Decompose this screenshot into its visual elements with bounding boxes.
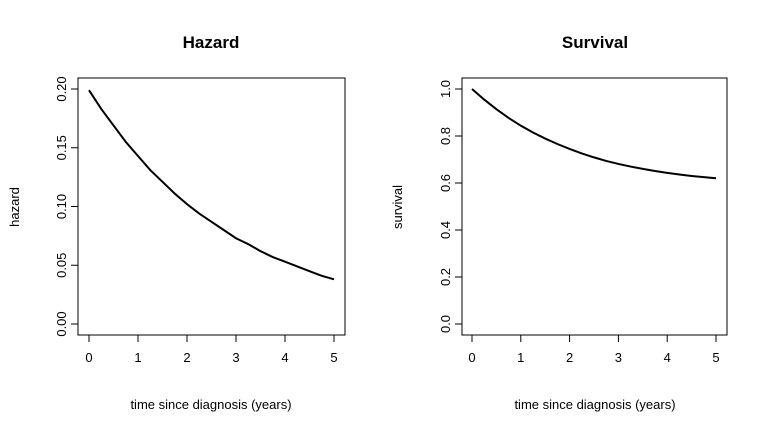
survival-x-tick-label: 3 <box>615 350 622 365</box>
hazard-x-tick-label: 5 <box>330 350 337 365</box>
survival-y-label: survival <box>390 185 405 229</box>
hazard-y-tick-label: 0.00 <box>54 311 69 336</box>
survival-x-tick-label: 4 <box>664 350 671 365</box>
survival-y-axis: 0.0 0.2 0.4 0.6 0.8 1.0 <box>438 80 463 333</box>
hazard-x-label: time since diagnosis (years) <box>130 397 291 412</box>
survival-curve <box>471 88 717 180</box>
hazard-title: Hazard <box>183 33 240 52</box>
survival-plot-frame <box>461 77 728 336</box>
hazard-y-tick-label: 0.10 <box>54 194 69 219</box>
survival-title: Survival <box>562 33 628 52</box>
survival-y-tick-label: 0.8 <box>438 127 453 145</box>
survival-y-tick-label: 0.4 <box>438 221 453 239</box>
hazard-y-tick-label: 0.20 <box>54 76 69 101</box>
survival-x-label: time since diagnosis (years) <box>514 397 675 412</box>
survival-y-tick-label: 1.0 <box>438 80 453 98</box>
survival-y-tick-label: 0.2 <box>438 268 453 286</box>
survival-y-tick-label: 0.0 <box>438 315 453 333</box>
hazard-y-tick-label: 0.15 <box>54 135 69 160</box>
hazard-y-axis: 0.00 0.05 0.10 0.15 0.20 <box>54 76 79 337</box>
hazard-y-tick-label: 0.05 <box>54 253 69 278</box>
survival-x-axis: 0 1 2 3 4 5 <box>468 334 720 365</box>
hazard-x-tick-label: 0 <box>85 350 92 365</box>
survival-y-tick-label: 0.6 <box>438 174 453 192</box>
hazard-x-axis: 0 1 2 3 4 5 <box>85 334 338 365</box>
survival-panel: Survival 0 1 2 3 4 5 0.0 0.2 0.4 0.6 0.8 1.0 time … <box>390 33 728 412</box>
hazard-plot-frame <box>77 77 346 336</box>
survival-x-tick-label: 1 <box>517 350 524 365</box>
hazard-x-tick-label: 4 <box>281 350 288 365</box>
hazard-x-tick-label: 3 <box>232 350 239 365</box>
survival-x-tick-label: 5 <box>712 350 719 365</box>
hazard-curve <box>88 89 335 281</box>
hazard-y-label: hazard <box>7 187 22 227</box>
survival-x-tick-label: 0 <box>468 350 475 365</box>
hazard-x-tick-label: 1 <box>134 350 141 365</box>
hazard-panel: Hazard 0 1 2 3 4 5 0.00 0.05 0.10 0.15 0.20 time … <box>7 33 346 412</box>
survival-x-tick-label: 2 <box>566 350 573 365</box>
hazard-x-tick-label: 2 <box>183 350 190 365</box>
